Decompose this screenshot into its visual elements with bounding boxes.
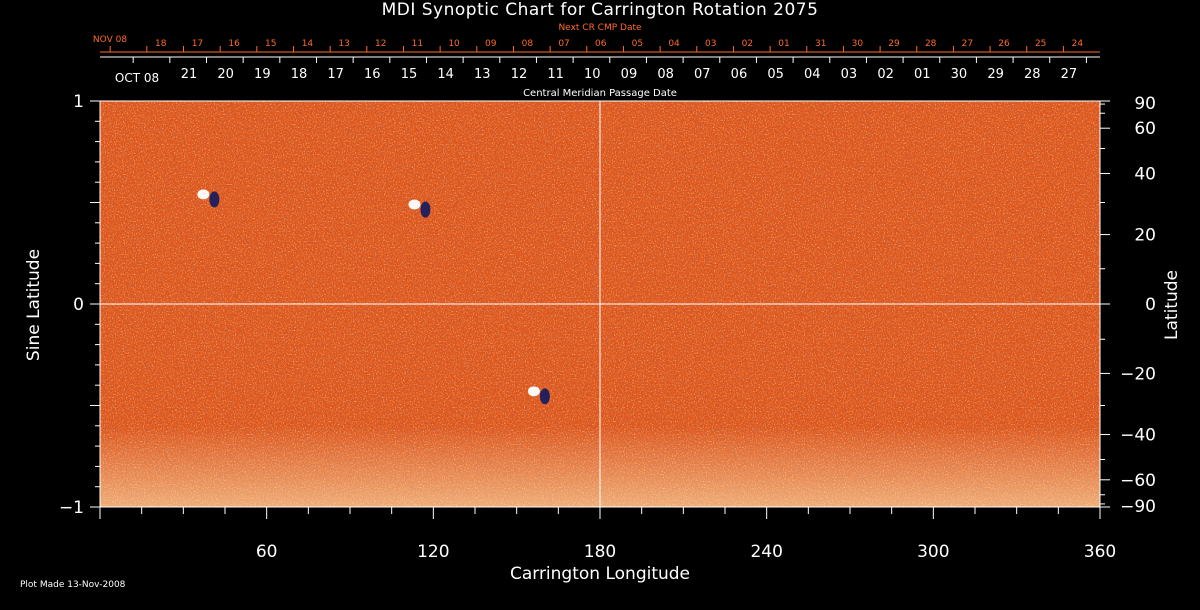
cmp-month-label: OCT 08 <box>115 71 159 85</box>
next-cr-day-label: 07 <box>558 39 569 49</box>
cmp-day-label: 03 <box>841 67 858 82</box>
y-right-axis-title: Latitude <box>1162 270 1182 340</box>
next-cr-axis-label: Next CR CMP Date <box>558 23 642 33</box>
active-region <box>408 199 431 218</box>
cmp-day-label: 12 <box>511 67 528 82</box>
cmp-day-label: 14 <box>437 67 454 82</box>
y-left-axis-title: Sine Latitude <box>24 248 44 362</box>
longitude-axis: 60 120 180 240 300 360 <box>99 507 1116 562</box>
plot-made-note: Plot Made 13-Nov-2008 <box>20 580 126 590</box>
chart-title: MDI Synoptic Chart for Carrington Rotati… <box>381 0 819 20</box>
cmp-day-label: 13 <box>474 67 491 82</box>
next-cr-day-label: 10 <box>448 39 460 49</box>
cmp-day-label: 02 <box>877 67 894 82</box>
next-cr-day-label: 24 <box>1072 39 1084 49</box>
x-tick-label: 240 <box>750 542 782 562</box>
active-region <box>197 189 220 208</box>
y-right-tick-label: 90 <box>1134 94 1156 114</box>
latitude-axis: 90 60 40 20 0 −20 −40 −60 −90 <box>1100 94 1156 517</box>
cmp-day-label: 17 <box>327 67 344 82</box>
cmp-axis-label: Central Meridian Passage Date <box>523 88 677 99</box>
next-cr-day-label: 04 <box>668 39 680 49</box>
cmp-day-label: 30 <box>951 67 968 82</box>
gridlines <box>100 101 1100 507</box>
next-cr-day-label: 05 <box>632 39 643 49</box>
x-tick-label: 300 <box>917 542 949 562</box>
next-cr-month-label: NOV 08 <box>93 35 127 45</box>
next-cr-day-label: 17 <box>192 39 203 49</box>
next-cr-day-label: 02 <box>742 39 753 49</box>
cmp-day-label: 16 <box>364 67 381 82</box>
cmp-day-label: 10 <box>584 67 601 82</box>
sine-latitude-axis: 1 0 −1 <box>59 92 100 518</box>
next-cr-day-label: 27 <box>962 39 973 49</box>
y-right-tick-label: 20 <box>1134 226 1156 246</box>
next-cr-day-label: 11 <box>412 39 423 49</box>
next-cr-day-label: 29 <box>888 39 900 49</box>
y-left-tick-label: −1 <box>59 498 84 518</box>
cmp-day-label: 06 <box>731 67 748 82</box>
y-right-tick-label: −20 <box>1120 364 1156 384</box>
next-cr-day-label: 06 <box>595 39 607 49</box>
next-cr-day-label: 16 <box>228 39 240 49</box>
x-tick-label: 120 <box>417 542 449 562</box>
next-cr-day-label: 01 <box>778 39 789 49</box>
x-axis-title: Carrington Longitude <box>509 564 691 584</box>
cmp-day-label: 01 <box>914 67 931 82</box>
cmp-day-label: 04 <box>804 67 821 82</box>
cmp-day-label: 28 <box>1024 67 1041 82</box>
next-cr-day-label: 13 <box>338 39 349 49</box>
next-cr-day-label: 18 <box>155 39 167 49</box>
next-cr-day-label: 03 <box>705 39 716 49</box>
y-right-tick-label: −60 <box>1120 471 1156 491</box>
cmp-day-label: 08 <box>657 67 674 82</box>
cmp-day-label: 15 <box>401 67 418 82</box>
next-cr-day-label: 08 <box>522 39 534 49</box>
x-tick-label: 180 <box>584 542 616 562</box>
next-cr-day-label: 12 <box>375 39 386 49</box>
x-tick-label: 60 <box>256 542 278 562</box>
cmp-day-label: 18 <box>291 67 308 82</box>
y-left-tick-label: 1 <box>73 92 84 112</box>
cmp-day-label: 27 <box>1061 67 1078 82</box>
cmp-day-label: 05 <box>767 67 784 82</box>
y-right-tick-label: 40 <box>1134 165 1156 185</box>
y-right-tick-label: 0 <box>1145 295 1156 315</box>
next-cr-day-label: 31 <box>815 39 826 49</box>
active-regions <box>197 189 550 405</box>
cmp-day-label: 07 <box>694 67 711 82</box>
y-right-tick-label: −90 <box>1120 497 1156 517</box>
active-region <box>527 386 550 405</box>
y-right-tick-label: −40 <box>1120 425 1156 445</box>
next-cr-day-label: 25 <box>1035 39 1046 49</box>
cmp-day-label: 20 <box>217 67 234 82</box>
date-axes: NOV 08 18 17 16 15 14 13 12 11 10 09 08 07 06 05 04 03 02… <box>93 35 1100 85</box>
next-cr-day-label: 26 <box>998 39 1010 49</box>
next-cr-day-label: 28 <box>925 39 937 49</box>
next-cr-day-label: 09 <box>485 39 497 49</box>
next-cr-day-label: 30 <box>852 39 864 49</box>
cmp-day-label: 11 <box>547 67 564 82</box>
cmp-day-label: 19 <box>254 67 271 82</box>
cmp-day-label: 29 <box>987 67 1004 82</box>
x-tick-label: 360 <box>1084 542 1116 562</box>
y-left-tick-label: 0 <box>73 295 84 315</box>
next-cr-day-label: 14 <box>302 39 314 49</box>
cmp-day-label: 21 <box>181 67 198 82</box>
cmp-day-label: 09 <box>621 67 638 82</box>
y-right-tick-label: 60 <box>1134 119 1156 139</box>
next-cr-day-label: 15 <box>265 39 276 49</box>
